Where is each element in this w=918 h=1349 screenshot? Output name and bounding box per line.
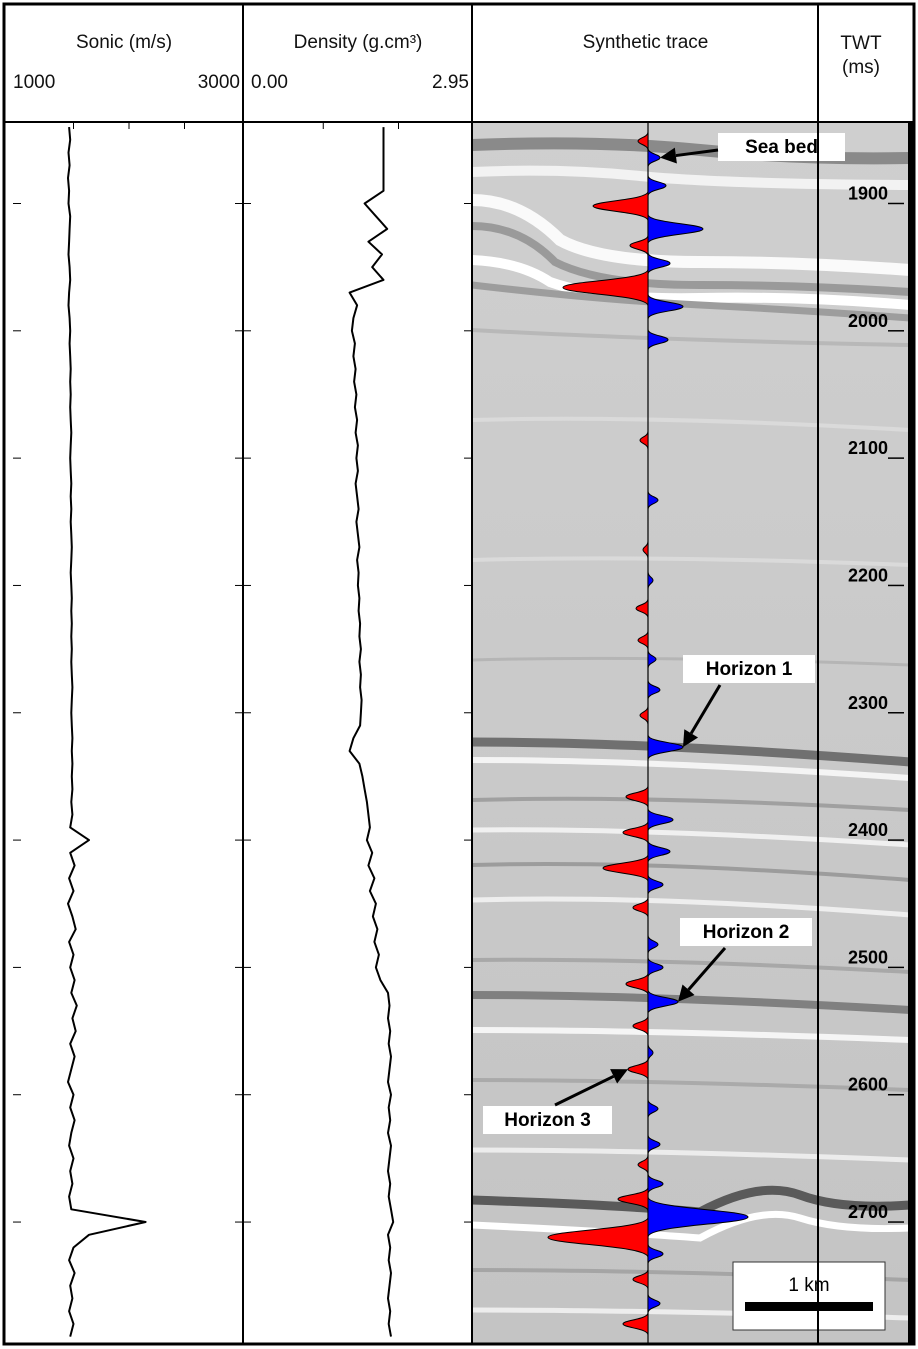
wiggle-lobe [627,1058,649,1080]
wiggle-lobe [602,854,649,882]
wiggle-lobe [639,431,649,450]
y-tick-label: 2300 [848,693,888,713]
wiggle-lobe [647,650,657,669]
wiggle-lobe [647,1134,661,1154]
annotation-arrow [554,1074,615,1107]
wiggle-lobe [622,1312,649,1336]
density-title: Density (g.cm³) [293,32,423,53]
wiggle-lobe [647,1099,659,1119]
annotation-box [718,133,845,161]
annotation-label: Horizon 2 [703,922,790,943]
wiggle-lobe [647,294,684,320]
y-tick-label: 2000 [848,311,888,331]
annotation-arrow [687,947,727,991]
x-tick-label: 2.95 [432,72,469,93]
wiggle-lobe [647,252,671,275]
wiggle-lobe [547,1216,649,1258]
log-curve [348,127,395,1337]
wiggle-lobe [637,1155,649,1175]
wiggle-lobe [629,235,649,256]
wiggle-lobe [632,897,649,918]
wiggle-lobe [642,541,649,559]
log-curve [67,127,147,1337]
wiggle-lobe [639,706,649,725]
synthetic-title: Synthetic trace [582,32,709,53]
annotation-label: Sea bed [745,137,818,158]
wiggle-lobe [592,191,649,221]
y-tick-label: 2100 [848,438,888,458]
wiggle-lobe [637,630,649,650]
wiggle-lobe [647,680,661,700]
annotation-arrowhead [610,1069,628,1084]
wiggle-lobe [647,1243,664,1264]
wiggle-lobe [562,269,649,306]
right-edge-bar [908,122,915,1343]
annotation-label: Horizon 3 [504,1110,591,1131]
wiggle-lobe [647,490,659,510]
twt-axis-label: TWT (ms) [840,33,882,78]
wiggle-lobe [647,957,664,978]
y-tick-label: 2700 [848,1202,888,1222]
wiggle-lobe [647,840,671,863]
y-tick-label: 2600 [848,1075,888,1095]
y-tick-label: 2400 [848,820,888,840]
wiggle-lobe [647,175,667,196]
wiggle-lobe [632,1016,649,1036]
x-tick-label: 1000 [13,72,55,93]
wiggle-lobe [617,1187,649,1211]
annotation-arrowhead [683,729,699,748]
wiggle-lobe [647,148,661,168]
sonic-title: Sonic (m/s) [75,32,173,53]
annotation-arrow [675,148,719,158]
wiggle-lobe [625,973,649,995]
wiggle-lobe [647,1173,664,1194]
x-tick-label: 0.00 [251,72,288,93]
wiggle-lobe [647,935,659,954]
wiggle-lobe [632,1269,649,1290]
scale-bar [745,1302,873,1311]
wiggle-lobe [647,329,669,351]
scale-bar-box [732,1261,886,1331]
annotation-box [680,918,812,946]
y-tick-label: 2200 [848,565,888,585]
y-tick-label: 2500 [848,947,888,967]
annotation-label: Horizon 1 [706,659,793,680]
annotation-arrow [689,684,722,735]
wiggle-lobe [647,989,679,1014]
wiggle-lobe [647,874,664,895]
x-tick-label: 3000 [198,72,240,93]
wiggle-lobe [622,821,649,844]
annotation-box [483,1106,612,1134]
wiggle-lobe [647,1196,749,1238]
wiggle-lobe [647,571,654,589]
wiggle-lobe [647,734,684,760]
annotation-box [683,655,815,683]
annotation-arrowhead [660,147,677,164]
annotation-arrowhead [678,984,695,1002]
wiggle-lobe [625,785,649,808]
wiggle-lobe [647,808,674,831]
y-tick-label: 1900 [848,183,888,203]
wiggle-lobe [647,214,704,244]
scale-bar-label: 1 km [788,1275,829,1296]
wiggle-lobe [647,1293,661,1314]
wiggle-lobe [635,598,649,618]
wiggle-lobe [637,131,649,151]
